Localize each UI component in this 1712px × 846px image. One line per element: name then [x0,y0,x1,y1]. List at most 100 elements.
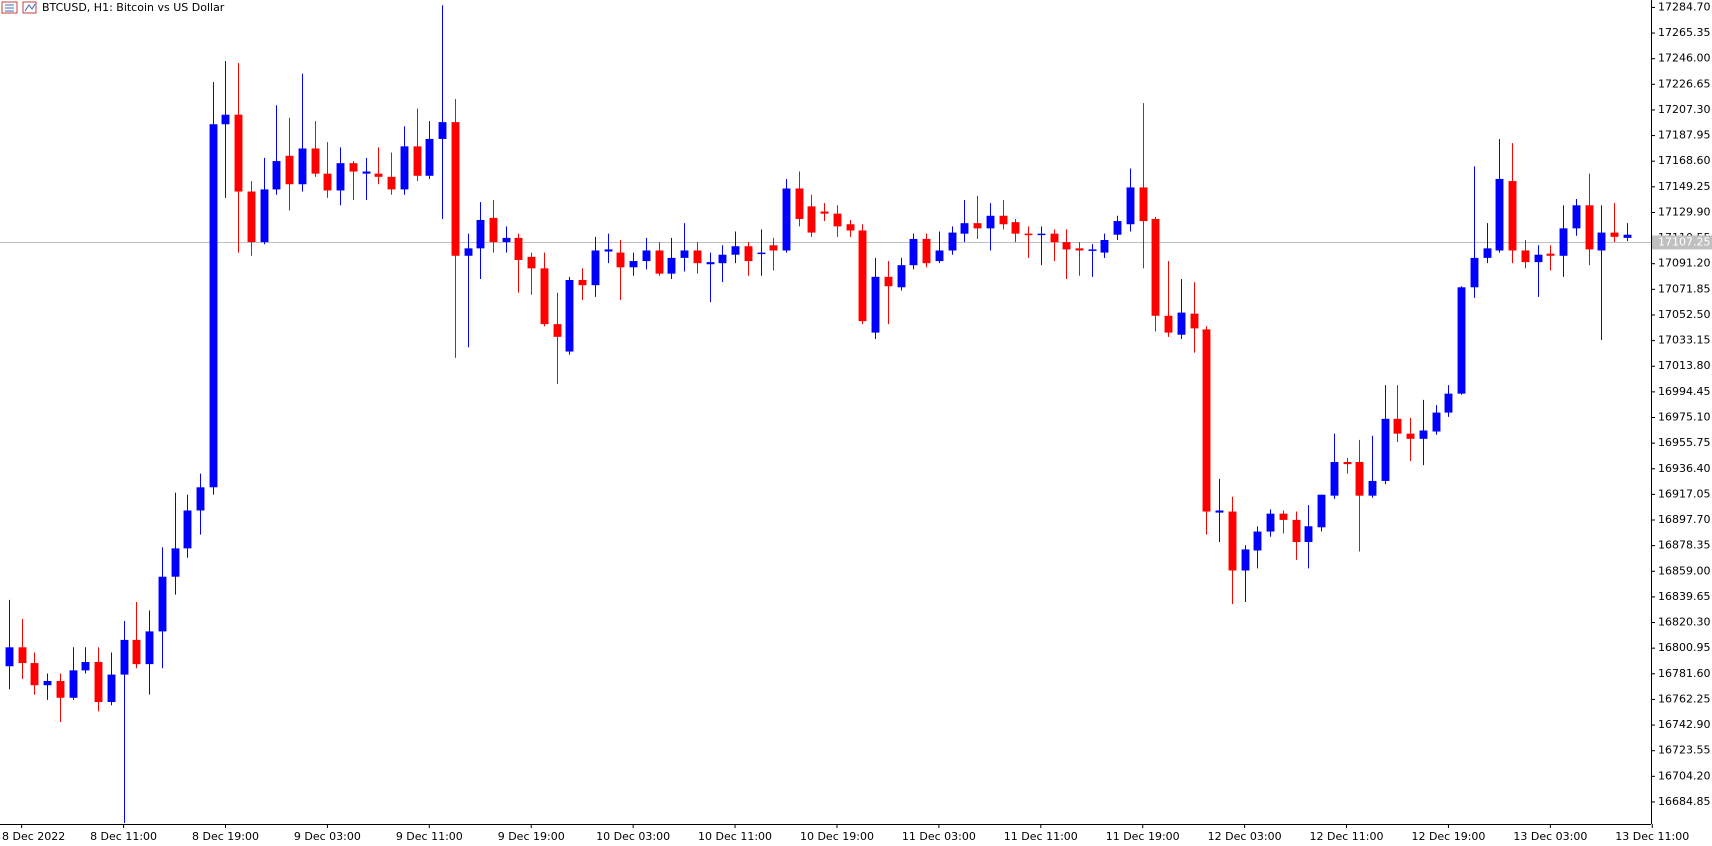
candle-body [18,647,27,664]
y-tick-label: 16781.60 [1658,667,1711,680]
candle-body [221,114,230,125]
candle-body [1597,232,1606,251]
candle-body [1559,228,1568,256]
candle-body [1177,312,1186,335]
x-tick-label: 13 Dec 03:00 [1513,830,1587,843]
candle-body [833,213,842,227]
x-tick-label: 8 Dec 11:00 [90,830,157,843]
candle-body [1355,462,1364,496]
candle-body [1610,232,1619,237]
candle-body [1151,218,1160,316]
x-tick-label: 13 Dec 11:00 [1615,830,1689,843]
candle-body [680,250,689,258]
candle-body [323,173,332,191]
candle-body [655,250,664,274]
y-tick-label: 16878.35 [1658,539,1711,552]
candle-body [1241,549,1250,571]
candle-body [1292,519,1301,543]
y-tick-label: 17033.15 [1658,334,1711,347]
candle-body [196,487,205,511]
candle-body [362,171,371,174]
candle-body [846,224,855,231]
candle-body [298,148,307,185]
y-tick-label: 17226.65 [1658,77,1711,90]
candle-body [81,662,90,671]
y-tick-label: 17071.85 [1658,282,1711,295]
candle-body [425,138,434,176]
candle-body [1470,257,1479,288]
candle-body [667,257,676,274]
x-tick-label: 12 Dec 03:00 [1208,830,1282,843]
candle-body [1139,187,1148,222]
candle-body [935,250,944,262]
candle-body [1585,205,1594,250]
candle-body [1623,234,1632,238]
y-tick-label: 17187.95 [1658,129,1711,142]
candle-body [820,211,829,214]
candle-body [158,576,167,632]
candle-body [1202,329,1211,512]
candle-body [1495,178,1504,251]
x-tick-label: 9 Dec 11:00 [396,830,463,843]
symbol-icons [1,1,37,14]
candle-body [858,230,867,322]
candle-body [1266,513,1275,532]
candle-body [132,639,141,665]
candle-body [69,670,78,698]
x-tick-label: 11 Dec 03:00 [902,830,976,843]
x-tick-label: 8 Dec 19:00 [192,830,259,843]
candle-body [5,647,14,667]
x-tick-label: 10 Dec 19:00 [800,830,874,843]
candle-body [591,250,600,286]
candle-body [1521,250,1530,263]
candle-body [451,122,460,256]
y-tick-label: 16704.20 [1658,769,1711,782]
candle-body [782,188,791,251]
candle-body [107,674,116,703]
candle-body [718,254,727,264]
candle-body [1457,287,1466,394]
candle-body [744,246,753,262]
candle-body [1381,418,1390,481]
candle-body [234,114,243,192]
y-tick-label: 16897.70 [1658,513,1711,526]
candle-body [438,122,447,139]
y-tick-label: 16975.10 [1658,410,1711,423]
candle-body [43,680,52,686]
y-tick-label: 17052.50 [1658,308,1711,321]
candle-body [1011,222,1020,234]
candle-body [1279,513,1288,520]
candle-body [948,232,957,251]
x-tick-label: 11 Dec 11:00 [1004,830,1078,843]
candle-body [1253,531,1262,551]
y-tick-label: 16839.65 [1658,590,1711,603]
y-tick-label: 16762.25 [1658,692,1711,705]
candle-body [400,146,409,190]
candle-body [1546,253,1555,256]
y-tick-label: 16684.85 [1658,795,1711,808]
candle-body [1113,221,1122,235]
y-tick-label: 17284.70 [1658,0,1711,13]
candle-body [642,250,651,262]
candle-body [960,223,969,234]
x-tick-label: 9 Dec 19:00 [498,830,565,843]
x-tick-label: 10 Dec 11:00 [698,830,772,843]
candle-body [922,238,931,264]
candle-body [1100,240,1109,253]
y-tick-label: 16859.00 [1658,564,1711,577]
candle-body [502,237,511,243]
y-tick-label: 16723.55 [1658,744,1711,757]
candle-body [973,223,982,229]
candle-body [94,662,103,703]
candle-body [769,245,778,251]
candle-body [1075,248,1084,251]
candle-body [807,206,816,233]
candle-body [871,276,880,333]
icon-chart [22,1,37,14]
candle-body [553,324,562,337]
candle-body [1343,462,1352,465]
y-tick-label: 17129.90 [1658,205,1711,218]
candle-body [604,249,613,252]
x-tick-label: 11 Dec 19:00 [1106,830,1180,843]
